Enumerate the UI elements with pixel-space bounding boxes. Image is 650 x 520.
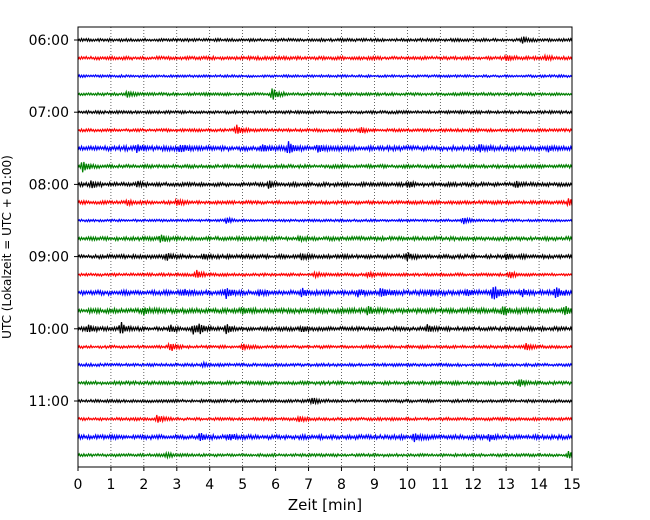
trace-1145 xyxy=(77,450,573,460)
trace-0715 xyxy=(77,124,573,135)
trace-0615 xyxy=(77,53,573,63)
y-tick-label-1100: 11:00 xyxy=(29,394,69,410)
y-tick-label-0800: 08:00 xyxy=(29,177,69,193)
y-tick-label-0900: 09:00 xyxy=(29,250,69,266)
x-tick-label-11: 11 xyxy=(431,477,449,493)
trace-0745 xyxy=(77,161,573,173)
x-tick-label-3: 3 xyxy=(172,477,181,493)
vertical-grid xyxy=(110,27,540,467)
x-tick-label-13: 13 xyxy=(497,477,515,493)
x-tick-label-12: 12 xyxy=(464,477,482,493)
x-tick-label-7: 7 xyxy=(304,477,313,493)
x-tick-label-15: 15 xyxy=(563,477,581,493)
trace-0700 xyxy=(77,109,573,116)
trace-0945 xyxy=(77,305,573,316)
trace-0600 xyxy=(77,35,573,44)
trace-0800 xyxy=(77,179,573,189)
x-tick-label-5: 5 xyxy=(238,477,247,493)
trace-1015 xyxy=(77,341,573,352)
trace-0930 xyxy=(77,286,573,300)
trace-1000 xyxy=(77,322,573,335)
y-axis-label: UTC (Lokalzeit = UTC + 01:00) xyxy=(0,155,14,339)
trace-1130 xyxy=(77,432,573,443)
x-tick-label-4: 4 xyxy=(205,477,214,493)
x-tick-label-1: 1 xyxy=(106,477,115,493)
y-tick-label-1000: 10:00 xyxy=(29,322,69,338)
trace-0815 xyxy=(77,197,573,208)
trace-0845 xyxy=(77,234,573,244)
trace-0630 xyxy=(77,73,573,79)
trace-0915 xyxy=(77,269,573,280)
x-tick-label-6: 6 xyxy=(271,477,280,493)
trace-0730 xyxy=(77,141,573,154)
trace-0900 xyxy=(77,252,573,262)
x-axis-ticks: 0 1 2 3 4 5 6 7 8 9 10 11 12 13 14 15 xyxy=(74,467,581,493)
x-tick-label-0: 0 xyxy=(74,477,83,493)
y-tick-label-0700: 07:00 xyxy=(29,105,69,121)
seismic-traces xyxy=(77,35,573,460)
x-tick-label-10: 10 xyxy=(398,477,416,493)
trace-0645 xyxy=(77,88,573,100)
y-tick-label-0600: 06:00 xyxy=(29,33,69,49)
trace-1115 xyxy=(77,414,573,424)
plot-area-frame xyxy=(77,26,573,468)
x-tick-label-14: 14 xyxy=(530,477,548,493)
x-tick-label-8: 8 xyxy=(337,477,346,493)
y-axis-ticks: 06:00 07:00 08:00 09:00 10:00 11:00 xyxy=(29,33,78,410)
trace-1100 xyxy=(77,397,573,406)
trace-1045 xyxy=(77,379,573,388)
trace-1030 xyxy=(77,360,573,369)
x-tick-label-2: 2 xyxy=(139,477,148,493)
trace-0830 xyxy=(77,215,573,225)
x-axis-label: Zeit [min] xyxy=(288,496,362,514)
x-tick-label-9: 9 xyxy=(370,477,379,493)
